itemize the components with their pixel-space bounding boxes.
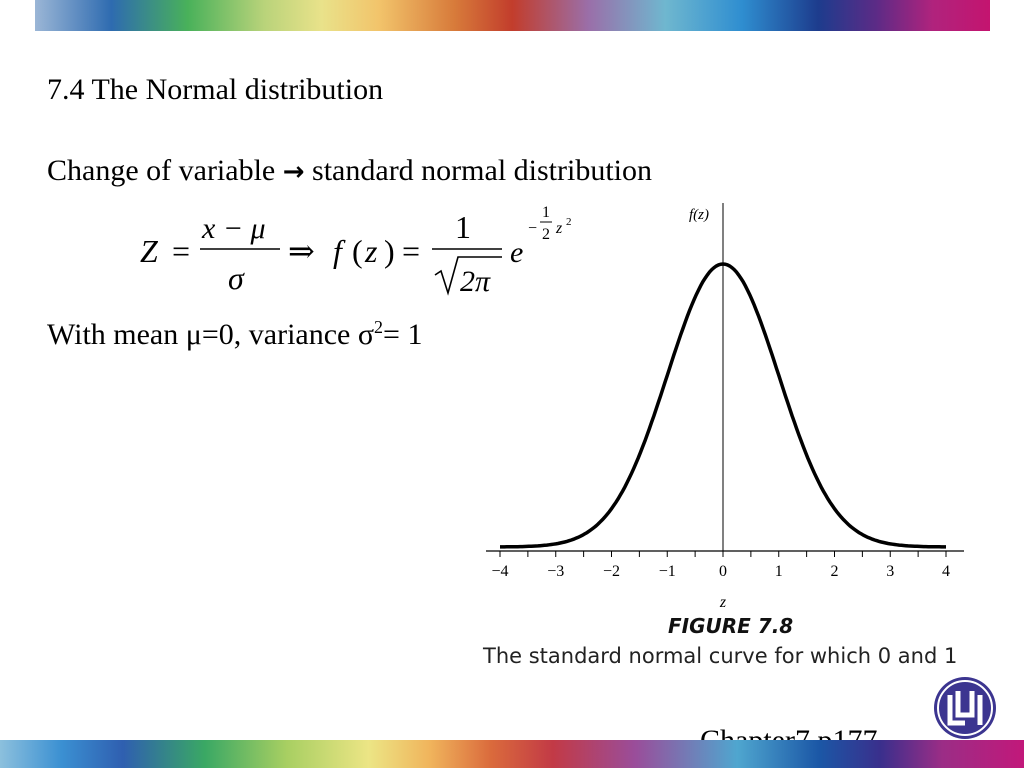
formula-exp-den: 2 <box>542 226 550 243</box>
formula-z: Z <box>140 233 159 269</box>
right-arrow-icon: → <box>282 157 305 187</box>
normal-curve-chart: f(z) −4 −3 −2 −1 0 1 2 3 4 z <box>486 203 964 611</box>
formula-equals: = <box>172 233 190 269</box>
mean-text: With mean <box>47 318 186 351</box>
x-tick-label: 3 <box>886 563 894 580</box>
figure-caption: The standard normal curve for which 0 an… <box>483 644 958 668</box>
mu-symbol: μ <box>185 318 202 351</box>
sigma-symbol: σ <box>357 318 375 351</box>
formula-implies: ⇒ <box>288 233 315 269</box>
formula-zvar: z <box>364 233 378 269</box>
figure-title: FIGURE 7.8 <box>668 614 794 638</box>
formula-rparen: ) <box>384 233 395 269</box>
sigma-exponent: 2 <box>374 317 384 337</box>
x-tick-label: 4 <box>942 563 950 580</box>
x-tick-label: −2 <box>603 563 620 580</box>
x-tick-label: −4 <box>491 563 508 580</box>
formula-equals-2: = <box>402 233 420 269</box>
formula-exp-pow: 2 <box>566 216 572 228</box>
mean-variance-line: With mean μ=0, variance σ2= 1 <box>47 317 422 352</box>
formula-exp-num: 1 <box>542 204 550 221</box>
formula-e: e <box>510 236 523 269</box>
formula-two-pi: 2π <box>460 265 491 298</box>
y-axis-label: f(z) <box>689 207 709 223</box>
bottom-color-band <box>0 740 1024 768</box>
formula-lparen: ( <box>352 233 363 269</box>
sqrt-icon <box>434 256 502 296</box>
x-ticks: −4 −3 −2 −1 0 1 2 3 4 <box>491 551 950 580</box>
x-tick-label: −1 <box>659 563 676 580</box>
x-axis-label: z <box>719 594 727 611</box>
x-tick-label: 1 <box>775 563 783 580</box>
variance-value: = 1 <box>383 318 423 351</box>
change-of-variable-line: Change of variable → standard normal dis… <box>47 154 652 188</box>
formula-one: 1 <box>455 209 471 245</box>
x-tick-label: 2 <box>831 563 839 580</box>
formula-exp-minus: − <box>528 220 537 237</box>
formula-denominator: σ <box>228 260 245 296</box>
x-tick-label: 0 <box>719 563 727 580</box>
formula-exp-z: z <box>555 220 563 237</box>
normal-curve-line <box>500 262 946 549</box>
standardization-formula: Z = x − μ σ ⇒ f ( z ) = 1 2π e − 1 2 z 2 <box>140 204 572 298</box>
formula-numerator: x − μ <box>201 212 266 245</box>
top-color-band <box>35 0 990 31</box>
formula-f: f <box>333 233 346 269</box>
x-tick-label: −3 <box>547 563 564 580</box>
variance-text: =0, variance <box>201 318 358 351</box>
university-logo-icon <box>934 677 996 739</box>
standard-normal-text: standard normal distribution <box>312 154 652 187</box>
slide-heading: 7.4 The Normal distribution <box>47 73 384 106</box>
change-of-variable-text: Change of variable <box>47 154 276 187</box>
